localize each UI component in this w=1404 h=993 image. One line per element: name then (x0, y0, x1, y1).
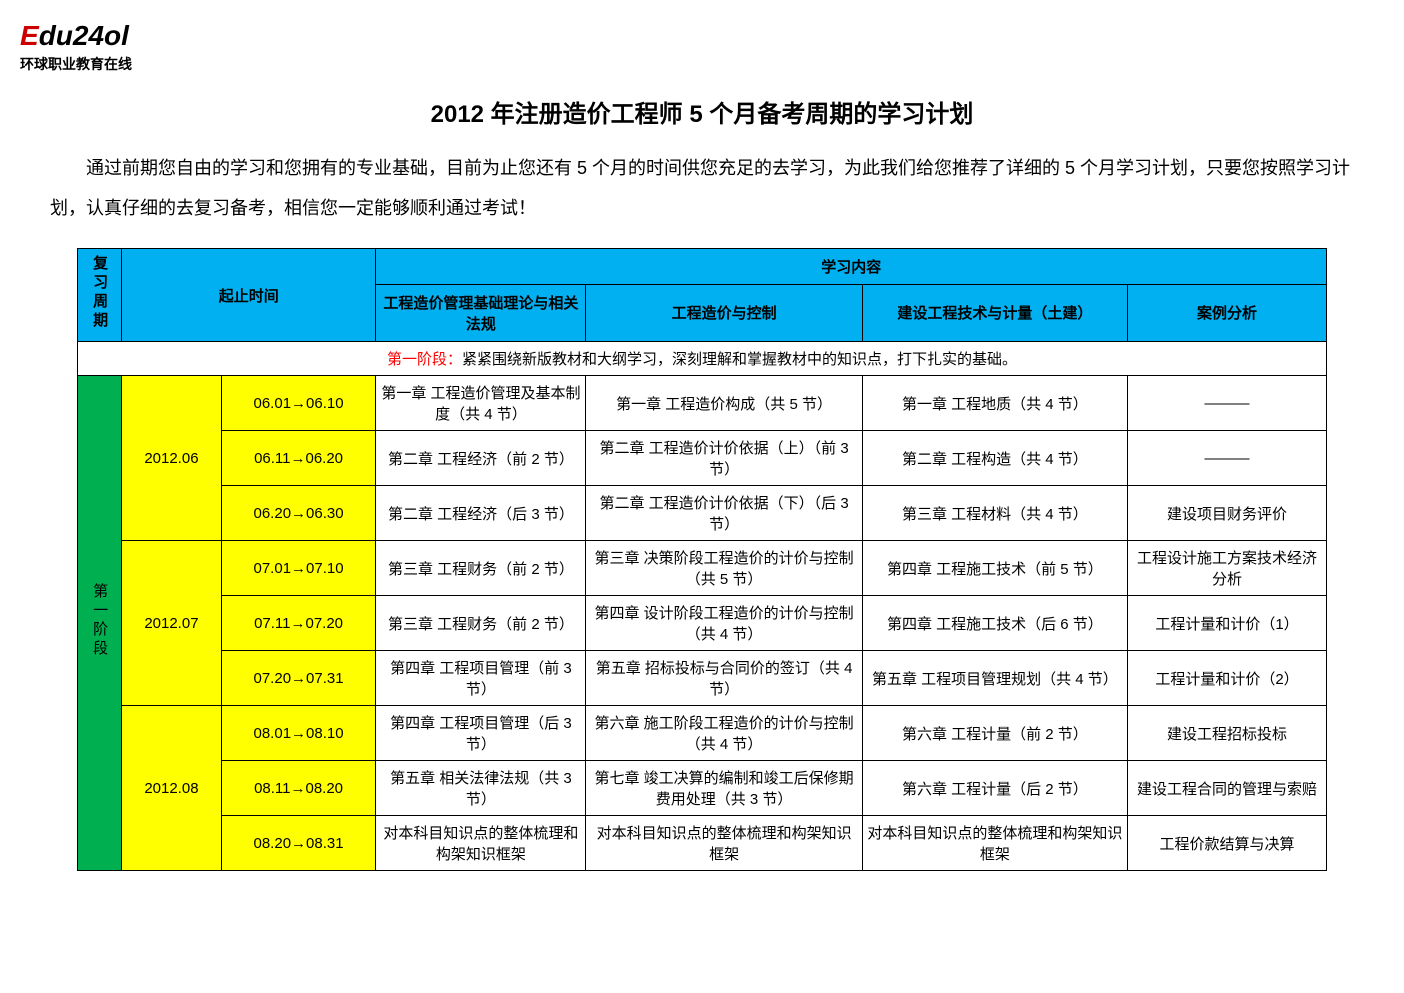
header-subject2: 工程造价与控制 (586, 284, 862, 341)
header-time-range: 起止时间 (122, 249, 376, 342)
page-title: 2012 年注册造价工程师 5 个月备考周期的学习计划 (20, 94, 1384, 129)
cell-8-s3: 对本科目知识点的整体梳理和构架知识框架 (862, 816, 1127, 871)
cell-5-s1: 第四章 工程项目管理（前 3 节） (376, 651, 586, 706)
logo-brand-prefix: E (20, 20, 39, 51)
study-plan-table: 复习周期 起止时间 学习内容 工程造价管理基础理论与相关法规 工程造价与控制 建… (77, 248, 1327, 871)
cell-7-s2: 第七章 竣工决算的编制和竣工后保修期费用处理（共 3 节） (586, 761, 862, 816)
cell-0-s4: ——— (1128, 376, 1327, 431)
header-subject4: 案例分析 (1128, 284, 1327, 341)
cell-4-s1: 第三章 工程财务（前 2 节） (376, 596, 586, 651)
logo-subtitle: 环球职业教育在线 (20, 54, 1384, 74)
date-range-3: 07.01→07.10 (221, 541, 376, 596)
logo: Edu24ol 环球职业教育在线 (20, 20, 1384, 74)
header-subject1: 工程造价管理基础理论与相关法规 (376, 284, 586, 341)
cell-0-s2: 第一章 工程造价构成（共 5 节） (586, 376, 862, 431)
date-range-1: 06.11→06.20 (221, 431, 376, 486)
cell-3-s3: 第四章 工程施工技术（前 5 节） (862, 541, 1127, 596)
cell-5-s4: 工程计量和计价（2） (1128, 651, 1327, 706)
cell-7-s1: 第五章 相关法律法规（共 3 节） (376, 761, 586, 816)
cell-1-s3: 第二章 工程构造（共 4 节） (862, 431, 1127, 486)
cell-3-s2: 第三章 决策阶段工程造价的计价与控制（共 5 节） (586, 541, 862, 596)
cell-4-s4: 工程计量和计价（1） (1128, 596, 1327, 651)
cell-1-s4: ——— (1128, 431, 1327, 486)
month-08: 2012.08 (122, 706, 221, 871)
date-range-8: 08.20→08.31 (221, 816, 376, 871)
cell-2-s3: 第三章 工程材料（共 4 节） (862, 486, 1127, 541)
cell-4-s2: 第四章 设计阶段工程造价的计价与控制（共 4 节） (586, 596, 862, 651)
cell-3-s4: 工程设计施工方案技术经济分析 (1128, 541, 1327, 596)
cell-7-s4: 建设工程合同的管理与索赔 (1128, 761, 1327, 816)
cell-2-s1: 第二章 工程经济（后 3 节） (376, 486, 586, 541)
cell-2-s4: 建设项目财务评价 (1128, 486, 1327, 541)
cell-2-s2: 第二章 工程造价计价依据（下）（后 3 节） (586, 486, 862, 541)
phase1-header: 第一阶段：紧紧围绕新版教材和大纲学习，深刻理解和掌握教材中的知识点，打下扎实的基… (78, 342, 1327, 376)
cell-1-s1: 第二章 工程经济（前 2 节） (376, 431, 586, 486)
cell-6-s1: 第四章 工程项目管理（后 3 节） (376, 706, 586, 761)
cell-4-s3: 第四章 工程施工技术（后 6 节） (862, 596, 1127, 651)
logo-brand-suffix: 24ol (73, 20, 129, 51)
cell-6-s4: 建设工程招标投标 (1128, 706, 1327, 761)
cell-8-s1: 对本科目知识点的整体梳理和构架知识框架 (376, 816, 586, 871)
cell-8-s4: 工程价款结算与决算 (1128, 816, 1327, 871)
date-range-6: 08.01→08.10 (221, 706, 376, 761)
header-content: 学习内容 (376, 249, 1327, 285)
date-range-5: 07.20→07.31 (221, 651, 376, 706)
cell-3-s1: 第三章 工程财务（前 2 节） (376, 541, 586, 596)
date-range-0: 06.01→06.10 (221, 376, 376, 431)
cell-8-s2: 对本科目知识点的整体梳理和构架知识框架 (586, 816, 862, 871)
phase1-header-prefix: 第一阶段： (387, 351, 462, 368)
intro-paragraph: 通过前期您自由的学习和您拥有的专业基础，目前为止您还有 5 个月的时间供您充足的… (50, 149, 1354, 228)
cell-6-s2: 第六章 施工阶段工程造价的计价与控制（共 4 节） (586, 706, 862, 761)
cell-5-s3: 第五章 工程项目管理规划（共 4 节） (862, 651, 1127, 706)
header-period: 复习周期 (78, 249, 122, 342)
cell-1-s2: 第二章 工程造价计价依据（上）（前 3 节） (586, 431, 862, 486)
cell-0-s1: 第一章 工程造价管理及基本制度（共 4 节） (376, 376, 586, 431)
month-06: 2012.06 (122, 376, 221, 541)
month-07: 2012.07 (122, 541, 221, 706)
phase1-label: 第一阶段 (78, 376, 122, 871)
phase1-header-text: 紧紧围绕新版教材和大纲学习，深刻理解和掌握教材中的知识点，打下扎实的基础。 (462, 351, 1017, 368)
cell-5-s2: 第五章 招标投标与合同价的签订（共 4 节） (586, 651, 862, 706)
logo-brand-mid: du (39, 20, 73, 51)
cell-0-s3: 第一章 工程地质（共 4 节） (862, 376, 1127, 431)
date-range-4: 07.11→07.20 (221, 596, 376, 651)
header-subject3: 建设工程技术与计量（土建） (862, 284, 1127, 341)
cell-6-s3: 第六章 工程计量（前 2 节） (862, 706, 1127, 761)
cell-7-s3: 第六章 工程计量（后 2 节） (862, 761, 1127, 816)
date-range-7: 08.11→08.20 (221, 761, 376, 816)
date-range-2: 06.20→06.30 (221, 486, 376, 541)
